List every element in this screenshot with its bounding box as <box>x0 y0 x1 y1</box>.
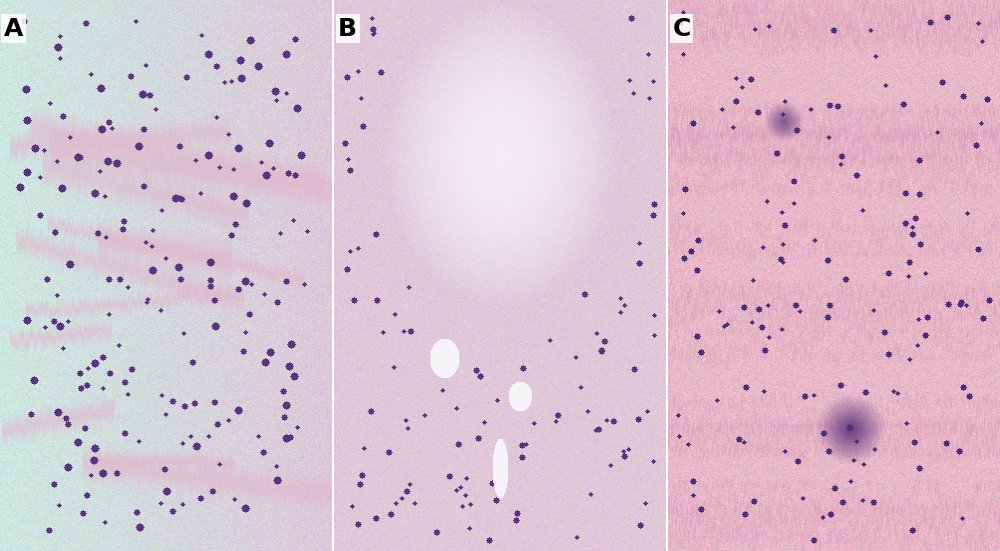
Text: A: A <box>4 17 23 41</box>
Text: B: B <box>338 17 357 41</box>
Text: C: C <box>672 17 691 41</box>
